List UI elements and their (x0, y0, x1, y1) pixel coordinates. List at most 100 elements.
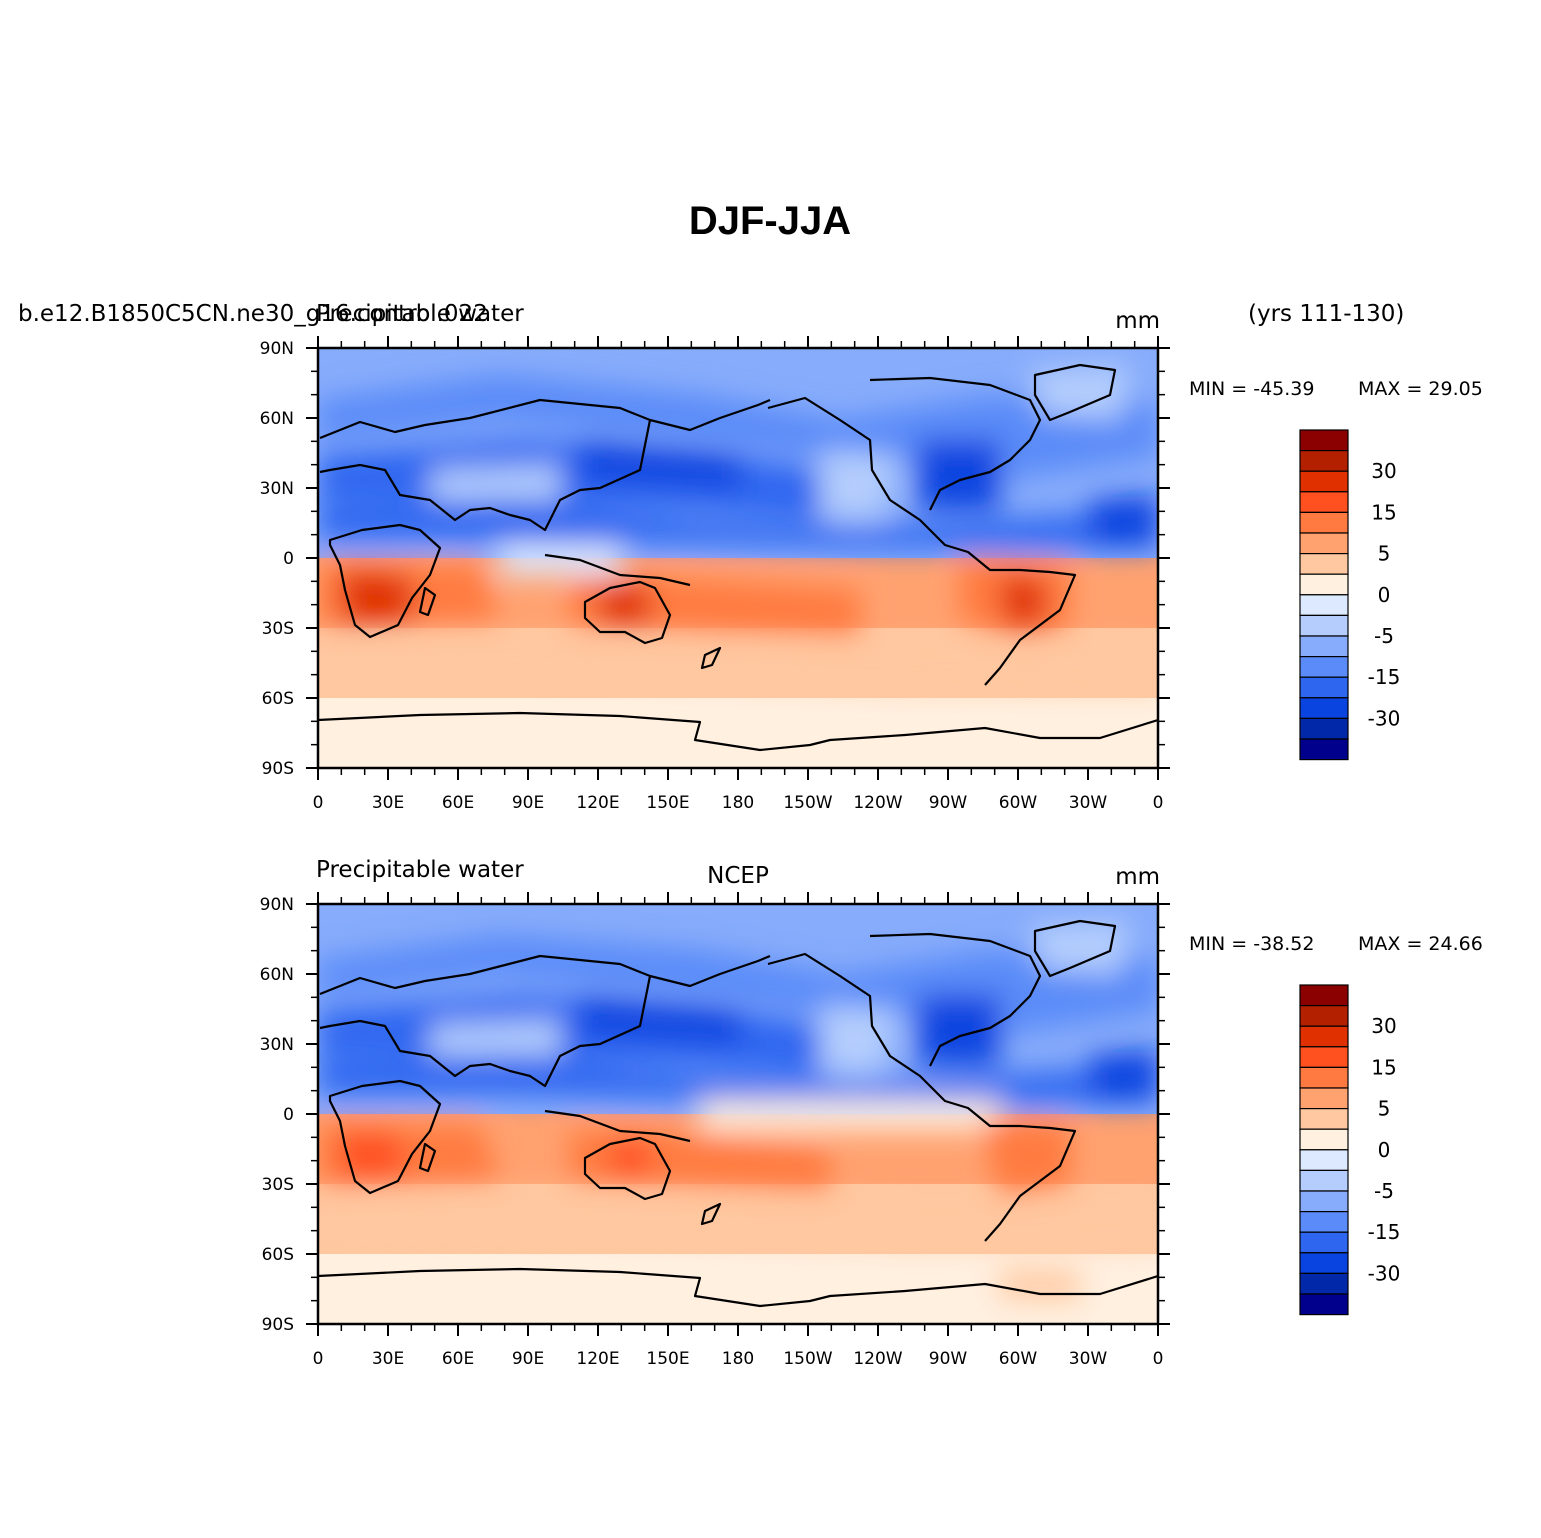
colorbar-swatch (1299, 635, 1349, 658)
coastlines-bottom (318, 919, 1158, 1308)
lon-tick-label: 150W (783, 1349, 832, 1369)
panel-bottom-map (318, 904, 1158, 1324)
lon-tick-label: 90W (929, 1349, 968, 1369)
colorbar-swatch (1299, 697, 1349, 719)
colorbar-swatch (1299, 1210, 1349, 1233)
lon-tick-label: 120W (853, 1349, 902, 1369)
panel-bottom-axes: 90N 60N 30N 0 30S 60S 90S 0 30E 60E 90E 120E 150E 180… (260, 892, 1170, 1369)
colorbar-swatch (1299, 614, 1349, 637)
lon-tick-label: 60E (442, 793, 474, 813)
colorbar-swatch (1299, 1252, 1349, 1275)
colorbar-swatch (1299, 1025, 1349, 1048)
colorbar-label: -15 (1368, 665, 1401, 689)
colorbar-label: 15 (1371, 1055, 1396, 1079)
panel-top-case-label: b.e12.B1850C5CN.ne30_g16.control.022 (18, 301, 488, 327)
colorbar-swatch (1299, 676, 1349, 699)
colorbar-swatch (1299, 717, 1349, 740)
lon-tick-label: 180 (722, 1349, 754, 1369)
lon-tick-label: 60E (442, 1349, 474, 1369)
lon-tick-label: 150E (646, 1349, 689, 1369)
colorbar-label: 5 (1378, 542, 1391, 566)
panel-top-units: mm (1115, 308, 1160, 334)
colorbar-label: 5 (1378, 1097, 1391, 1121)
colorbar-swatch (1299, 1169, 1349, 1192)
colorbar-swatch (1299, 491, 1349, 513)
coastlines (318, 363, 1158, 752)
colorbar-swatch (1299, 1293, 1349, 1316)
panel-bottom-dataset-label: NCEP (707, 863, 769, 889)
colorbar-swatch (1299, 738, 1349, 761)
lat-tick-label: 60S (262, 1245, 294, 1265)
panel-bottom-colorbar: 30 15 5 0 -5 -15 -30 (1299, 984, 1401, 1316)
colorbar-swatch (1299, 655, 1349, 678)
lat-tick-label: 90S (262, 759, 294, 779)
panel-top-min: MIN = -45.39 (1189, 378, 1314, 400)
lon-tick-label: 120E (576, 793, 619, 813)
colorbar-swatch (1299, 470, 1349, 493)
panel-bottom-variable-label: Precipitable water (316, 857, 524, 883)
panel-bottom-max: MAX = 24.66 (1358, 933, 1483, 955)
lat-tick-label: 90N (260, 895, 294, 915)
lon-tick-label: 180 (722, 793, 754, 813)
panel-top-map (318, 348, 1158, 768)
lon-tick-label: 30E (372, 793, 404, 813)
panel-top-variable-label: Precipitable water (316, 301, 524, 327)
colorbar-label: -5 (1374, 624, 1394, 648)
lat-tick-label: 60S (262, 689, 294, 709)
colorbar-swatch (1299, 1272, 1349, 1295)
colorbar-swatch (1299, 429, 1349, 452)
lon-tick-label: 0 (313, 1349, 324, 1369)
lat-tick-label: 90S (262, 1315, 294, 1335)
colorbar-swatch (1299, 1149, 1349, 1172)
lon-tick-label: 120W (853, 793, 902, 813)
colorbar-swatch (1299, 552, 1349, 575)
colorbar-label: 15 (1371, 500, 1396, 524)
panel-top-max: MAX = 29.05 (1358, 378, 1483, 400)
lon-tick-label: 150E (646, 793, 689, 813)
colorbar-swatch (1299, 1066, 1349, 1089)
lat-tick-label: 60N (260, 965, 294, 985)
colorbar-label: -30 (1368, 1261, 1401, 1285)
lon-tick-label: 30W (1069, 1349, 1108, 1369)
lat-tick-label: 30S (262, 1175, 294, 1195)
panel-top-axes: 90N 60N 30N 0 30S 60S 90S 0 30E 60E 90E 120E 150E 180… (260, 336, 1170, 813)
colorbar-swatch (1299, 511, 1349, 534)
colorbar-label: 0 (1378, 583, 1391, 607)
colorbar-label: 30 (1371, 1014, 1396, 1038)
colorbar-label: -5 (1374, 1179, 1394, 1203)
lon-tick-label: 0 (1153, 793, 1164, 813)
colorbar-swatch (1299, 532, 1349, 555)
lon-tick-label: 60W (999, 1349, 1038, 1369)
panel-top-colorbar: 30 15 5 0 -5 -15 -30 (1299, 429, 1401, 761)
lat-tick-label: 0 (283, 549, 294, 569)
panel-top-years: (yrs 111-130) (1248, 301, 1404, 327)
colorbar-swatch (1299, 1190, 1349, 1213)
lon-tick-label: 120E (576, 1349, 619, 1369)
panel-bottom-min: MIN = -38.52 (1189, 933, 1314, 955)
colorbar-swatch (1299, 1107, 1349, 1130)
lon-tick-label: 150W (783, 793, 832, 813)
lon-tick-label: 30W (1069, 793, 1108, 813)
lat-tick-label: 60N (260, 409, 294, 429)
lon-tick-label: 90E (512, 793, 544, 813)
lat-tick-label: 30N (260, 1035, 294, 1055)
lon-tick-label: 90E (512, 1349, 544, 1369)
lat-tick-label: 30S (262, 619, 294, 639)
colorbar-label: -30 (1368, 706, 1401, 730)
panel-bottom: Precipitable water NCEP mm MIN = -38.52 … (260, 857, 1483, 1369)
lon-tick-label: 0 (313, 793, 324, 813)
colorbar-swatch (1299, 1231, 1349, 1254)
panel-top: b.e12.B1850C5CN.ne30_g16.control.022 Pre… (18, 301, 1483, 813)
colorbar-label: 30 (1371, 459, 1396, 483)
lat-tick-label: 30N (260, 479, 294, 499)
lon-tick-label: 0 (1153, 1349, 1164, 1369)
colorbar-swatch (1299, 1046, 1349, 1069)
lon-tick-label: 90W (929, 793, 968, 813)
colorbar-swatch (1299, 1128, 1349, 1151)
main-title: DJF-JJA (689, 199, 851, 243)
colorbar-label: 0 (1378, 1138, 1391, 1162)
colorbar-swatch (1299, 594, 1349, 616)
colorbar-label: -15 (1368, 1220, 1401, 1244)
lat-tick-label: 0 (283, 1105, 294, 1125)
